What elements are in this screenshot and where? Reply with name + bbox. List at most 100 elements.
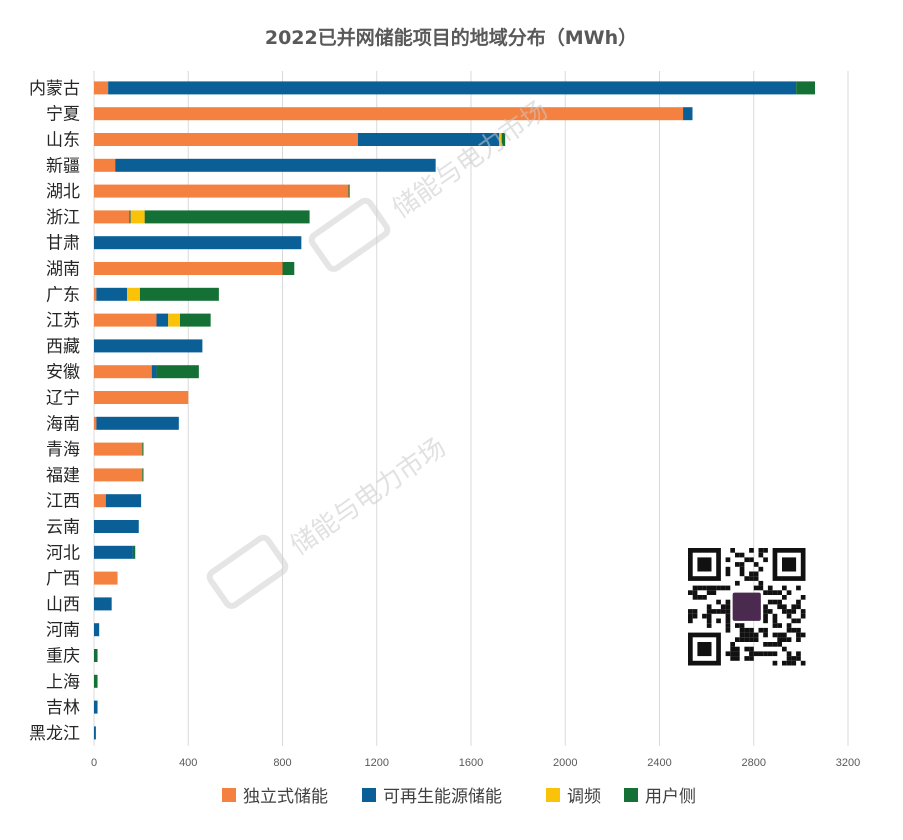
category-label: 河南 <box>46 621 80 641</box>
bar-segment <box>94 674 98 688</box>
category-label: 江苏 <box>46 311 80 331</box>
x-tick-label: 1600 <box>459 757 483 769</box>
bar-segment <box>94 236 302 250</box>
legend-label: 独立式储能 <box>243 787 328 807</box>
bar-segment <box>94 571 118 585</box>
watermark-logo-icon <box>308 197 391 272</box>
bar-segment <box>348 184 350 198</box>
legend-item: 独立式储能 <box>222 787 328 807</box>
category-label: 山东 <box>46 131 80 151</box>
bar-segment <box>94 391 189 404</box>
category-label: 黑龙江 <box>29 724 80 744</box>
bar-segment <box>94 416 97 430</box>
x-tick-label: 2800 <box>742 757 766 769</box>
category-label: 西藏 <box>46 337 80 357</box>
x-tick-label: 0 <box>91 757 97 769</box>
legend-item: 用户侧 <box>624 787 696 807</box>
legend-label: 用户侧 <box>645 787 696 807</box>
category-label: 内蒙古 <box>29 79 80 99</box>
bar-segment <box>142 468 144 482</box>
bar-segment <box>94 649 98 662</box>
x-axis-tick-labels: 0 400 800 1200 1600 2000 2400 2800 3200 <box>91 757 860 769</box>
legend-swatch <box>222 788 236 802</box>
bar-segment <box>126 287 140 301</box>
bar-segment <box>96 287 127 301</box>
bar-segment <box>94 545 133 559</box>
bar-segment <box>94 726 96 740</box>
bar-segment <box>151 365 157 379</box>
bar-segment <box>282 262 295 275</box>
bar-segment <box>94 468 143 482</box>
category-label: 海南 <box>46 414 80 434</box>
category-label: 新疆 <box>46 156 80 176</box>
bar-segment <box>94 700 98 714</box>
bar-segment <box>499 133 502 146</box>
legend-item: 调频 <box>546 787 601 807</box>
bar-segment <box>156 365 199 379</box>
legend-swatch <box>546 788 560 802</box>
bar-segment <box>94 81 109 95</box>
bar-segment <box>94 107 684 121</box>
bar-segment <box>357 133 500 146</box>
bar-segment <box>94 494 106 508</box>
bar-segment <box>94 365 152 379</box>
category-label: 吉林 <box>46 698 80 718</box>
category-label: 安徽 <box>46 363 80 383</box>
legend-swatch <box>362 788 376 802</box>
bar-segment <box>94 623 100 637</box>
bars <box>94 81 816 740</box>
x-tick-label: 800 <box>273 757 291 769</box>
bar-segment <box>105 494 142 508</box>
category-label: 湖南 <box>46 260 80 280</box>
category-label: 辽宁 <box>46 389 80 409</box>
x-tick-label: 3200 <box>836 757 860 769</box>
category-label: 宁夏 <box>46 105 80 125</box>
bar-segment <box>180 313 211 327</box>
legend-item: 可再生能源储能 <box>362 787 502 807</box>
gridlines <box>93 71 849 746</box>
bar-segment <box>94 287 97 301</box>
bar-segment <box>96 416 179 430</box>
bar-segment <box>94 158 116 172</box>
category-label: 广东 <box>46 285 80 305</box>
bar-segment <box>501 133 506 146</box>
legend-label: 可再生能源储能 <box>383 787 502 807</box>
category-label: 云南 <box>46 518 80 538</box>
bar-segment <box>144 210 310 224</box>
bar-segment <box>139 287 219 301</box>
bar-segment <box>129 210 131 224</box>
category-label: 山西 <box>46 595 80 615</box>
bar-segment <box>156 313 169 327</box>
bar-segment <box>94 597 112 611</box>
category-label: 甘肃 <box>46 234 80 254</box>
bar-segment <box>94 520 139 533</box>
category-label: 青海 <box>46 440 80 460</box>
bar-segment <box>108 81 797 95</box>
legend: 独立式储能 可再生能源储能 调频 用户侧 <box>222 787 696 807</box>
legend-swatch <box>624 788 638 802</box>
bar-segment <box>796 81 816 95</box>
bar-segment <box>94 262 283 275</box>
chart-title: 2022已并网储能项目的地域分布（MWh） <box>265 26 637 49</box>
watermark-lower: 储能与电力市场 <box>206 432 452 609</box>
bar-segment <box>132 545 136 559</box>
bar-segment <box>94 133 358 146</box>
category-label: 江西 <box>46 492 80 512</box>
category-label: 河北 <box>46 543 80 563</box>
bar-segment <box>94 210 130 224</box>
category-label: 广西 <box>46 569 80 589</box>
bar-segment <box>130 210 145 224</box>
category-label: 上海 <box>46 672 80 692</box>
bar-segment <box>94 184 349 198</box>
watermark-logo-icon <box>206 534 289 609</box>
bar-segment <box>94 313 157 327</box>
x-tick-label: 2000 <box>553 757 577 769</box>
qr-code-icon <box>688 548 806 666</box>
x-tick-label: 2400 <box>647 757 671 769</box>
category-label: 重庆 <box>46 647 80 667</box>
bar-segment <box>94 339 203 353</box>
category-labels: 内蒙古宁夏山东新疆湖北浙江甘肃湖南广东江苏西藏安徽辽宁海南青海福建江西云南河北广… <box>29 79 80 744</box>
x-tick-label: 400 <box>179 757 197 769</box>
bar-segment <box>168 313 181 327</box>
